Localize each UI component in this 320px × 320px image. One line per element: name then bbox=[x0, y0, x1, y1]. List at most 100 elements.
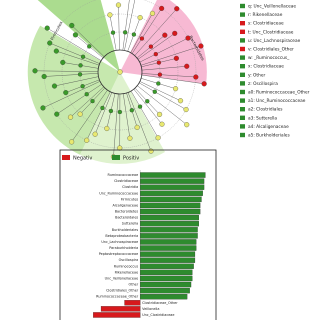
bar bbox=[140, 239, 197, 245]
legend-label: a5: Burkholderiales bbox=[248, 133, 290, 139]
node bbox=[152, 89, 157, 94]
bar bbox=[140, 172, 206, 178]
node bbox=[60, 59, 66, 65]
legend-label: s: Clostridiaceae bbox=[248, 21, 284, 27]
legend-swatch bbox=[240, 64, 245, 69]
bar bbox=[140, 257, 196, 263]
node bbox=[41, 73, 47, 80]
category-label: Unc_Veillonellaceae bbox=[105, 276, 139, 280]
bar bbox=[140, 184, 205, 190]
branch bbox=[118, 5, 120, 51]
node bbox=[185, 35, 191, 41]
branch bbox=[123, 93, 131, 139]
node bbox=[172, 30, 178, 36]
bar bbox=[140, 275, 193, 282]
node bbox=[153, 52, 158, 57]
bar bbox=[140, 227, 198, 233]
node bbox=[67, 114, 74, 120]
bar bbox=[140, 208, 201, 215]
category-label: Bacteroidetes bbox=[115, 210, 139, 214]
node bbox=[40, 105, 46, 111]
node bbox=[137, 15, 143, 21]
category-label: Ruminococcaceae bbox=[107, 173, 138, 177]
branch bbox=[139, 37, 189, 63]
category-label: Unc_Clostridiaceae bbox=[142, 313, 174, 317]
branch bbox=[140, 45, 201, 66]
tree-ring bbox=[43, 0, 197, 149]
legend-swatch bbox=[240, 12, 245, 17]
bar bbox=[140, 221, 199, 227]
node bbox=[117, 69, 123, 75]
node bbox=[72, 32, 78, 38]
legend-label: q: Unc_Veillonellaceae bbox=[248, 4, 296, 10]
branch bbox=[70, 86, 104, 118]
node bbox=[157, 111, 163, 117]
node bbox=[162, 32, 168, 38]
tree-ring bbox=[61, 13, 179, 131]
category-label: Bacteroidales bbox=[115, 216, 138, 220]
branch bbox=[134, 8, 177, 56]
node bbox=[123, 30, 128, 35]
node bbox=[90, 98, 95, 104]
node bbox=[110, 30, 116, 35]
category-label: Alcaligenaceae bbox=[113, 203, 139, 207]
node bbox=[69, 22, 75, 29]
bar bbox=[140, 294, 188, 300]
node bbox=[44, 25, 50, 31]
legend-label: w: _Ruminococcus_ bbox=[248, 55, 290, 61]
bar-chart: Negativ Positiv Ruminococcaceae Clostridiac… bbox=[62, 155, 206, 318]
node bbox=[115, 2, 122, 8]
category-label: Veillonella bbox=[142, 307, 159, 311]
legend-swatch bbox=[240, 3, 245, 9]
node bbox=[134, 124, 140, 130]
node bbox=[129, 108, 134, 113]
node bbox=[137, 104, 143, 109]
bar bbox=[140, 287, 190, 294]
node bbox=[139, 36, 145, 41]
clade-shade bbox=[27, 25, 120, 155]
node bbox=[107, 12, 113, 18]
bar bbox=[140, 245, 197, 251]
legend-label: x: Clostridiaceae bbox=[248, 64, 284, 70]
node bbox=[51, 83, 58, 89]
branch bbox=[141, 73, 196, 78]
branch bbox=[131, 8, 162, 54]
legend-swatch bbox=[240, 89, 245, 95]
branch bbox=[122, 0, 130, 51]
legend-swatch bbox=[240, 107, 245, 112]
branch bbox=[49, 42, 100, 64]
node bbox=[77, 111, 83, 117]
category-label: Paraburkholderia bbox=[109, 246, 138, 250]
category-label: Clostridia bbox=[122, 185, 138, 189]
category-label: Burkholderiales bbox=[112, 228, 139, 232]
node bbox=[193, 74, 199, 80]
branch bbox=[139, 81, 181, 101]
branch bbox=[139, 82, 187, 110]
branch bbox=[130, 13, 153, 53]
bar bbox=[100, 306, 141, 312]
legend-swatch bbox=[240, 81, 245, 86]
legend-label: u: Unc_Lachnospiraceae bbox=[248, 38, 301, 44]
node bbox=[63, 90, 69, 96]
legend-swatch bbox=[240, 132, 245, 138]
node bbox=[80, 84, 85, 89]
legend-swatch bbox=[62, 155, 70, 160]
category-label: Unc_Lachnospiraceae bbox=[101, 240, 138, 244]
branch bbox=[35, 70, 99, 72]
category-label: Clostridiales_Other bbox=[106, 289, 139, 293]
bar bbox=[140, 202, 201, 209]
node bbox=[159, 5, 165, 11]
node bbox=[183, 106, 189, 113]
clade-shade bbox=[37, 0, 120, 72]
legend-label: z: Oscillospira bbox=[248, 81, 278, 87]
node bbox=[69, 139, 75, 145]
node bbox=[80, 54, 86, 59]
node bbox=[184, 63, 190, 69]
bar bbox=[140, 190, 203, 196]
tree-ring bbox=[97, 49, 143, 95]
legend-swatch bbox=[240, 21, 245, 26]
node bbox=[156, 81, 161, 86]
category-label: Rikenellaceae bbox=[115, 270, 139, 274]
branch bbox=[130, 90, 159, 138]
